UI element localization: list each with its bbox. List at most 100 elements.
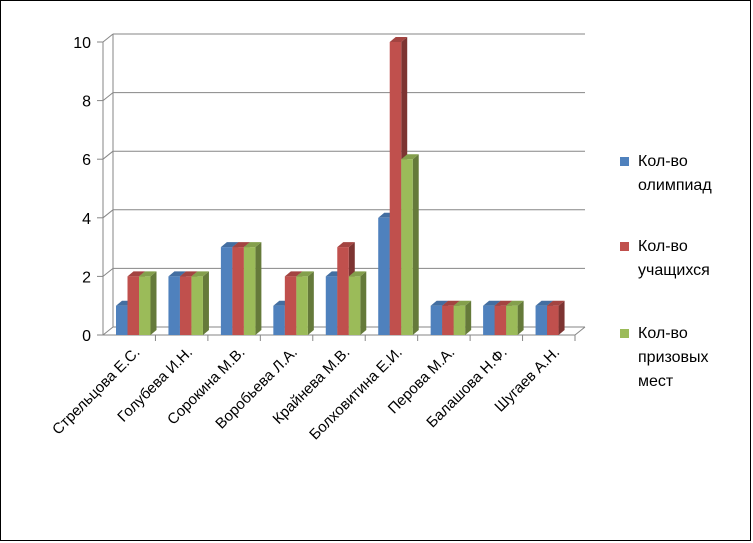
- gridline-depth: [102, 268, 114, 277]
- bar-side: [360, 271, 367, 335]
- legend-swatch: [620, 242, 629, 251]
- y-tick-label: 4: [82, 211, 91, 228]
- bar-side: [202, 271, 209, 335]
- legend-label: олимпиад: [638, 177, 712, 194]
- bar-top: [284, 271, 303, 277]
- bar: [296, 271, 314, 335]
- bar-top: [401, 154, 419, 160]
- bar-top: [296, 271, 314, 277]
- bar-face: [337, 247, 349, 335]
- bar-top: [127, 271, 145, 277]
- x-category-label: Стрельцова Е.С.: [49, 344, 144, 439]
- bar-face: [494, 305, 507, 335]
- bar-face: [168, 276, 180, 335]
- legend-item: Кол-во учащихся: [620, 238, 710, 279]
- bar-face: [483, 305, 495, 335]
- bar-top: [191, 271, 209, 277]
- legend-item: Кол-во олимпиад: [620, 153, 712, 194]
- bar: [453, 300, 472, 335]
- bar-top: [453, 300, 472, 306]
- y-tick-labels: 0 2 4 6 8 10: [73, 35, 91, 345]
- legend-label: Кол-во: [638, 325, 688, 342]
- y-tick-label: 10: [73, 35, 91, 52]
- legend-label: мест: [638, 373, 674, 390]
- bar-face: [378, 217, 390, 335]
- bar-top: [494, 300, 513, 306]
- x-category-label: Болховитина Е.И.: [306, 344, 406, 444]
- bar-face: [389, 42, 402, 335]
- gridline-depth: [102, 33, 114, 43]
- bar-face: [191, 276, 203, 335]
- legend-label: учащихся: [638, 262, 710, 279]
- bar-face: [220, 247, 233, 335]
- bar-side: [150, 271, 157, 335]
- bar-face: [116, 305, 128, 335]
- bar-top: [243, 242, 262, 248]
- bar-top: [547, 300, 565, 306]
- bar-face: [430, 305, 443, 335]
- legend-label: призовых: [638, 349, 709, 366]
- bar-side: [255, 242, 262, 335]
- bar-top: [348, 271, 367, 277]
- bar: [243, 242, 262, 335]
- bar-face: [401, 159, 413, 335]
- bar-face: [535, 305, 548, 335]
- bar-face: [179, 276, 192, 335]
- bar-face: [243, 247, 256, 335]
- bar: [139, 271, 157, 335]
- bars: [116, 37, 565, 335]
- bar-top: [430, 300, 449, 306]
- bar-side: [517, 300, 524, 335]
- bar: [348, 271, 367, 335]
- legend-swatch: [620, 329, 629, 338]
- bar-face: [296, 276, 308, 335]
- bar-face: [453, 305, 466, 335]
- bar-top: [179, 271, 198, 277]
- bar-face: [273, 305, 285, 335]
- legend-label: Кол-во: [638, 153, 688, 170]
- y-tick-label: 2: [82, 269, 91, 286]
- bar-top: [483, 300, 501, 306]
- y-tick-label: 8: [82, 94, 91, 111]
- bar: [401, 154, 419, 335]
- bar: [547, 300, 565, 335]
- bar-face: [232, 247, 244, 335]
- bar-face: [284, 276, 297, 335]
- bar-top: [337, 242, 355, 248]
- legend: Кол-во олимпиад Кол-во учащихся Кол-во призов…: [620, 153, 712, 390]
- bar-top: [220, 242, 239, 248]
- y-tick-label: 0: [82, 328, 91, 345]
- bar-top: [232, 242, 250, 248]
- floor-edge: [574, 326, 586, 336]
- bar-top: [168, 271, 186, 277]
- bar: [191, 271, 209, 335]
- gridline-depth: [102, 150, 114, 160]
- bar-side: [307, 271, 314, 335]
- bar-side: [465, 300, 472, 335]
- bar: [506, 300, 524, 335]
- bar-side: [412, 154, 419, 335]
- bar-top: [139, 271, 157, 277]
- legend-swatch: [620, 157, 629, 166]
- bar-top: [506, 300, 524, 306]
- gridline-depth: [102, 326, 114, 336]
- bar-face: [442, 305, 454, 335]
- x-category-labels: Стрельцова Е.С.Голубева И.Н.Сорокина М.В…: [49, 344, 563, 444]
- bar-face: [127, 276, 139, 335]
- gridline-depth: [102, 92, 114, 101]
- legend-item: Кол-во призовых мест: [620, 325, 709, 390]
- gridline-depth: [102, 209, 114, 219]
- bar-face: [348, 276, 361, 335]
- bar-top: [442, 300, 460, 306]
- bar-face: [547, 305, 559, 335]
- bar-top: [389, 37, 408, 42]
- y-tick-label: 6: [82, 152, 91, 169]
- bar-top: [535, 300, 554, 306]
- bar-face: [325, 276, 338, 335]
- bar-face: [506, 305, 518, 335]
- bar-side: [558, 300, 565, 335]
- legend-label: Кол-во: [638, 238, 688, 255]
- bar-face: [139, 276, 151, 335]
